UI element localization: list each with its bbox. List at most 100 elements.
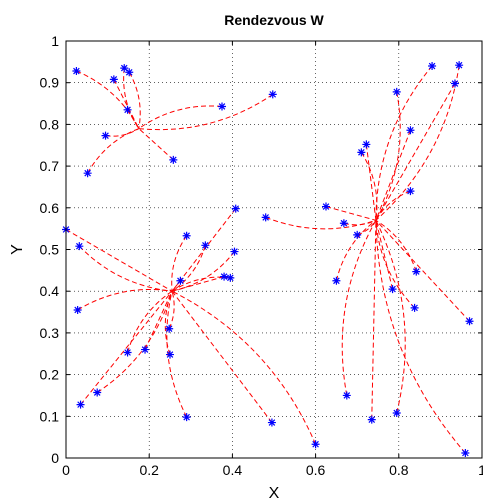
- trajectory-path: [123, 68, 140, 129]
- agent-marker: [406, 187, 415, 196]
- trajectory-path: [325, 206, 377, 221]
- trajectory-path: [77, 289, 173, 311]
- agent-marker: [169, 155, 178, 164]
- trajectory-path: [87, 128, 139, 174]
- axis-ticks: 0 0.2 0.4 0.6 0.8 1 0 0.1 0.2 0.3 0.4 0.5 0.6 0.7 0.8 0…: [40, 33, 483, 478]
- trajectory-paths: [65, 65, 470, 454]
- agent-marker: [388, 285, 397, 294]
- agent-marker: [83, 169, 92, 178]
- agent-marker: [450, 79, 459, 88]
- agent-marker: [367, 415, 376, 424]
- y-tick-label: 1: [51, 33, 59, 49]
- agent-marker: [339, 219, 348, 228]
- agent-marker: [226, 273, 235, 282]
- x-tick-label: 0.4: [223, 462, 243, 478]
- agent-marker: [261, 213, 270, 222]
- chart-title: Rendezvous W: [224, 12, 324, 28]
- trajectory-path: [375, 130, 411, 221]
- y-tick-label: 0.7: [40, 158, 60, 174]
- trajectory-path: [341, 220, 377, 396]
- trajectory-path: [335, 219, 377, 281]
- trajectory-path: [76, 70, 140, 129]
- y-tick-label: 0.9: [40, 75, 60, 91]
- agent-marker: [231, 204, 240, 213]
- trajectory-path: [375, 220, 406, 414]
- x-tick-label: 0: [62, 462, 70, 478]
- agent-marker: [72, 67, 81, 76]
- agent-marker: [428, 62, 437, 71]
- y-axis-label: Y: [9, 244, 26, 255]
- agent-marker: [141, 345, 150, 354]
- x-tick-label: 0.2: [139, 462, 159, 478]
- agent-marker: [76, 400, 85, 409]
- trajectory-path: [375, 220, 394, 290]
- trajectory-path: [171, 290, 273, 423]
- agent-marker: [75, 242, 84, 251]
- trajectory-path: [171, 290, 317, 445]
- agent-marker: [342, 391, 351, 400]
- y-tick-label: 0.5: [40, 242, 60, 258]
- agent-marker: [465, 317, 474, 326]
- agent-marker: [230, 247, 239, 256]
- agent-marker: [182, 413, 191, 422]
- agent-marker: [322, 202, 330, 211]
- trajectory-path: [343, 219, 377, 226]
- trajectory-path: [375, 91, 401, 221]
- agent-marker: [220, 272, 229, 281]
- agent-marker: [109, 75, 118, 84]
- agent-marker: [362, 140, 371, 149]
- agent-marker: [123, 348, 132, 357]
- agent-marker: [412, 267, 421, 276]
- y-tick-label: 0.3: [40, 325, 60, 341]
- trajectory-path: [375, 219, 470, 322]
- trajectory-path: [138, 105, 223, 129]
- agent-marker: [268, 90, 277, 99]
- agent-marker: [125, 68, 134, 77]
- agent-marker: [166, 350, 174, 359]
- trajectory-path: [166, 291, 188, 418]
- trajectory-path: [357, 220, 377, 236]
- agent-marker: [101, 131, 110, 140]
- y-tick-label: 0.6: [40, 200, 60, 216]
- agent-marker: [182, 231, 191, 240]
- agent-marker: [120, 64, 129, 73]
- agent-marker: [176, 276, 185, 285]
- trajectory-path: [375, 219, 417, 272]
- y-tick-label: 0.1: [40, 408, 60, 424]
- y-tick-label: 0.2: [40, 367, 60, 383]
- trajectory-path: [78, 245, 173, 292]
- trajectory-path: [168, 291, 175, 329]
- trajectory-path: [375, 220, 466, 454]
- trajectory-path: [375, 65, 460, 221]
- trajectory-path: [375, 83, 456, 221]
- trajectory-path: [171, 235, 188, 292]
- agent-marker: [123, 105, 132, 114]
- trajectory-path: [375, 65, 433, 221]
- agent-marker: [332, 276, 341, 285]
- trajectory-path: [171, 208, 237, 292]
- x-axis-label: X: [269, 485, 280, 502]
- x-tick-label: 0.8: [389, 462, 409, 478]
- trajectory-path: [371, 220, 377, 420]
- agent-marker: [311, 440, 320, 449]
- x-tick-label: 0.6: [306, 462, 326, 478]
- agent-marker: [353, 230, 362, 239]
- agent-marker: [410, 303, 419, 312]
- agent-marker: [392, 87, 401, 96]
- agent-marker: [267, 418, 276, 427]
- trajectory-path: [375, 220, 415, 309]
- x-tick-label: 1: [478, 462, 483, 478]
- trajectory-path: [138, 93, 274, 131]
- agent-marker: [357, 148, 366, 157]
- trajectory-path: [80, 290, 173, 405]
- agent-marker: [392, 408, 401, 417]
- agent-marker: [406, 126, 415, 135]
- y-tick-label: 0: [51, 450, 59, 466]
- agent-marker: [165, 324, 174, 333]
- trajectory-path: [171, 251, 235, 292]
- trajectory-path: [144, 290, 173, 350]
- agent-marker: [218, 102, 226, 111]
- agent-marker: [455, 61, 464, 70]
